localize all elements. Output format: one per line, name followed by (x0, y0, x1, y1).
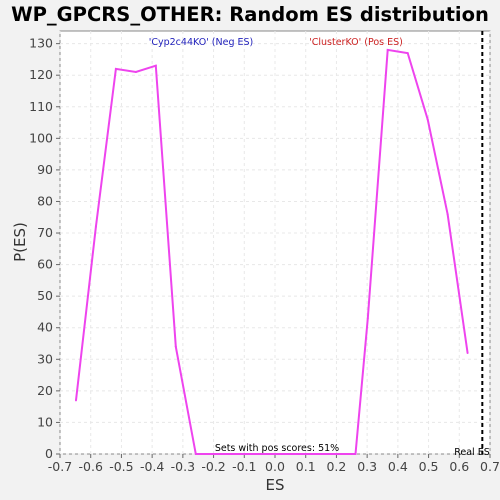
y-tick-label: 60 (37, 257, 53, 272)
y-tick-label: 80 (37, 193, 53, 208)
y-tick-label: 110 (29, 99, 53, 114)
chart-title: WP_GPCRS_OTHER: Random ES distribution (11, 3, 489, 26)
x-tick-label: -0.7 (48, 459, 72, 474)
data-point (386, 48, 389, 51)
x-tick-label: 0.3 (357, 459, 377, 474)
neg-es-label: 'Cyp2c44KO' (Neg ES) (149, 37, 254, 48)
data-point (446, 213, 449, 216)
x-tick-label: 0.6 (449, 459, 469, 474)
y-tick-label: 100 (29, 130, 53, 145)
x-tick-label: 0.5 (419, 459, 439, 474)
x-tick-label: -0.6 (79, 459, 103, 474)
data-point (74, 399, 77, 402)
x-tick-label: -0.5 (109, 459, 133, 474)
x-tick-label: -0.3 (171, 459, 195, 474)
x-tick-label: 0.4 (388, 459, 408, 474)
data-point (366, 317, 369, 320)
data-point (466, 351, 469, 354)
x-tick-label: 0.2 (326, 459, 346, 474)
x-tick-label: -0.1 (232, 459, 256, 474)
x-tick-label: -0.4 (140, 459, 164, 474)
y-tick-label: 40 (37, 320, 53, 335)
y-tick-label: 90 (37, 162, 53, 177)
y-axis-label: P(ES) (11, 222, 29, 262)
x-axis-label: ES (266, 476, 285, 494)
x-axis-ticks: -0.7 -0.6 -0.5 -0.4 -0.3 -0.2 -0.1 0.0 0.1 0.2 0.3… (48, 454, 500, 474)
data-point (194, 453, 197, 455)
y-tick-label: 20 (37, 383, 53, 398)
data-point (114, 67, 117, 70)
data-point (234, 453, 237, 455)
es-distribution-points (74, 48, 469, 455)
y-tick-label: 30 (37, 351, 53, 366)
pos-scores-label: Sets with pos scores: 51% (215, 443, 339, 454)
data-point (134, 71, 137, 74)
y-tick-label: 10 (37, 414, 53, 429)
data-point (174, 345, 177, 348)
grid (59, 31, 491, 455)
real-es-label: Real ES (454, 447, 490, 458)
data-point (154, 64, 157, 67)
y-tick-label: 120 (29, 67, 53, 82)
y-tick-label: 130 (29, 36, 53, 51)
y-axis-ticks: 0 10 20 30 40 50 60 70 80 90 100 110 120 130 (29, 36, 60, 461)
y-tick-label: 0 (45, 446, 53, 461)
y-tick-label: 70 (37, 225, 53, 240)
y-tick-label: 50 (37, 288, 53, 303)
data-point (426, 118, 429, 121)
x-tick-label: 0.1 (296, 459, 316, 474)
data-point (354, 453, 357, 455)
data-point (94, 225, 97, 228)
data-point (294, 453, 297, 455)
data-point (406, 52, 409, 55)
data-point (214, 453, 217, 455)
x-tick-label: -0.2 (201, 459, 225, 474)
data-point (254, 453, 257, 455)
data-point (334, 453, 337, 455)
data-point (274, 453, 277, 455)
pos-es-label: 'ClusterKO' (Pos ES) (309, 37, 403, 48)
data-point (314, 453, 317, 455)
x-tick-label: 0.7 (480, 459, 500, 474)
x-tick-label: 0.0 (265, 459, 285, 474)
